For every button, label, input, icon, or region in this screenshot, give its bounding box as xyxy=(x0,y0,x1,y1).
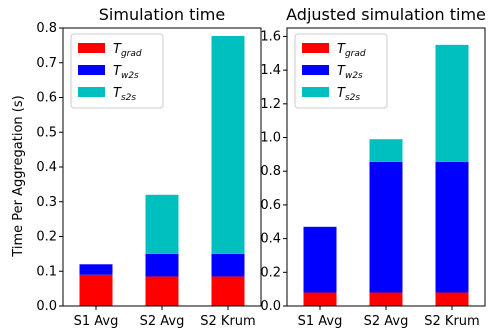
y-tick-label: 0.6 xyxy=(36,91,57,106)
bar-w2s-s1-avg xyxy=(79,264,113,275)
bar-w2s-s2-krum xyxy=(435,161,469,293)
y-tick-label: 1.0 xyxy=(260,131,281,146)
bar-s2s-s2-krum xyxy=(211,35,245,254)
legend-swatch-s2s xyxy=(78,87,105,97)
bar-grad-s2-krum xyxy=(211,276,245,306)
x-tick-label: S2 Avg xyxy=(140,314,185,329)
legend-label-base: T xyxy=(337,42,346,57)
y-tick-label: 0.6 xyxy=(260,198,281,213)
chart-panel-1: Simulation time 0.0 0.1 0.2 0.3 0.4 0.5 0.6 0.7 0… xyxy=(36,5,262,329)
legend-label-w2s: Tw2s xyxy=(113,64,139,81)
y-tick-label: 0.2 xyxy=(36,230,57,245)
bar-grad-s1-avg xyxy=(303,292,337,306)
legend-label-s2s: Ts2s xyxy=(337,86,360,103)
legend-label-base: T xyxy=(337,86,346,101)
bar-grad-s2-avg xyxy=(369,292,403,306)
bar-grad-s2-krum xyxy=(435,292,469,306)
legend-swatch-w2s xyxy=(78,65,105,75)
legend-label-base: T xyxy=(113,86,122,101)
y-tick-label: 0.8 xyxy=(260,164,281,179)
y-tick-label: 0.4 xyxy=(260,232,281,247)
bar-w2s-s1-avg xyxy=(303,226,337,293)
bar-w2s-s2-avg xyxy=(145,253,179,277)
legend-swatch-s2s xyxy=(302,87,329,97)
x-tick-label: S1 Avg xyxy=(298,314,343,329)
bar-w2s-s2-krum xyxy=(211,253,245,277)
chart-title: Simulation time xyxy=(99,5,225,24)
legend-swatch-grad xyxy=(302,43,329,53)
y-tick-label: 0.0 xyxy=(260,299,281,314)
x-tick-label: S2 Krum xyxy=(424,314,479,329)
bar-s2s-s2-avg xyxy=(145,194,179,254)
x-tick-label: S2 Avg xyxy=(364,314,409,329)
bar-s2s-s2-avg xyxy=(369,139,403,162)
chart-panel-2: Adjusted simulation time 0.0 0.2 0.4 0.6 0.8 1… xyxy=(260,5,486,329)
bar-grad-s1-avg xyxy=(79,274,113,306)
legend-label-s2s: Ts2s xyxy=(113,86,136,103)
legend-label-subscript: w2s xyxy=(121,71,139,81)
bar-w2s-s2-avg xyxy=(369,161,403,293)
chart-title: Adjusted simulation time xyxy=(286,5,486,24)
legend-label-base: T xyxy=(113,64,122,79)
legend-label-base: T xyxy=(337,64,346,79)
bar-s2s-s2-krum xyxy=(435,44,469,162)
legend-label-grad: Tgrad xyxy=(337,42,366,59)
y-tick-label: 0.0 xyxy=(36,299,57,314)
legend-label-base: T xyxy=(113,42,122,57)
x-tick-label: S1 Avg xyxy=(74,314,119,329)
y-tick-label: 0.7 xyxy=(36,56,57,71)
y-tick-label: 1.4 xyxy=(260,63,281,78)
x-tick-label: S2 Krum xyxy=(200,314,255,329)
bar-grad-s2-avg xyxy=(145,276,179,306)
y-tick-label: 0.3 xyxy=(36,195,57,210)
y-tick-label: 0.4 xyxy=(36,160,57,175)
legend-label-subscript: s2s xyxy=(121,93,136,103)
legend-swatch-grad xyxy=(78,43,105,53)
legend-label-subscript: grad xyxy=(121,49,142,59)
y-axis-label: Time Per Aggregation (s) xyxy=(11,95,26,257)
legend-label-subscript: grad xyxy=(345,49,366,59)
legend-label-w2s: Tw2s xyxy=(337,64,363,81)
y-tick-label: 0.5 xyxy=(36,125,57,140)
legend-swatch-w2s xyxy=(302,65,329,75)
legend-label-subscript: s2s xyxy=(345,93,360,103)
legend-label-subscript: w2s xyxy=(345,71,363,81)
y-tick-label: 0.8 xyxy=(36,21,57,36)
y-tick-label: 0.2 xyxy=(260,265,281,280)
legend-label-grad: Tgrad xyxy=(113,42,142,59)
y-tick-label: 1.2 xyxy=(260,97,281,112)
y-tick-label: 1.6 xyxy=(260,29,281,44)
y-tick-label: 0.1 xyxy=(36,264,57,279)
